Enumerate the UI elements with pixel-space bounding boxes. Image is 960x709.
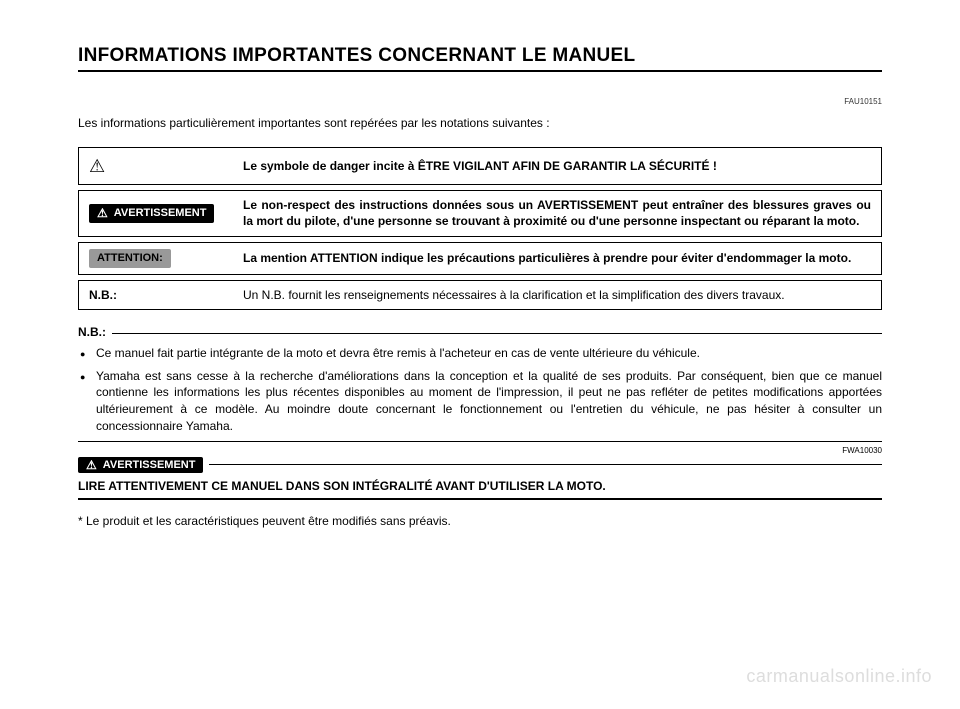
watermark: carmanualsonline.info xyxy=(746,666,932,687)
nb-heading-rule xyxy=(112,333,882,334)
nb-heading: N.B.: xyxy=(78,325,106,339)
code-top: FAU10151 xyxy=(78,97,882,106)
warn-badge-icon: ⚠ xyxy=(86,459,97,471)
nb-section: N.B.: Ce manuel fait partie intégrante d… xyxy=(78,325,882,442)
warn-badge: ⚠ AVERTISSEMENT xyxy=(78,457,203,473)
warning-badge: ⚠ AVERTISSEMENT xyxy=(89,204,214,223)
table-row-danger: ⚠ Le symbole de danger incite à ÊTRE VIG… xyxy=(78,147,882,185)
nb-text: Un N.B. fournit les renseignements néces… xyxy=(233,280,882,310)
warning-text: Le non-respect des instructions données … xyxy=(233,190,882,236)
attention-badge-label: ATTENTION: xyxy=(97,251,163,266)
warning-badge-label: AVERTISSEMENT xyxy=(114,206,207,221)
nb-label: N.B.: xyxy=(89,288,117,302)
danger-label-cell: ⚠ xyxy=(78,147,233,185)
nb-label-cell: N.B.: xyxy=(78,280,233,310)
attention-badge: ATTENTION: xyxy=(89,249,171,268)
warning-badge-icon: ⚠ xyxy=(97,207,108,219)
list-item: Yamaha est sans cesse à la recherche d'a… xyxy=(96,368,882,435)
nb-list: Ce manuel fait partie intégrante de la m… xyxy=(78,345,882,435)
nb-heading-line: N.B.: xyxy=(78,325,882,339)
table-row-attention: ATTENTION: La mention ATTENTION indique … xyxy=(78,242,882,275)
attention-label-cell: ATTENTION: xyxy=(78,242,233,275)
notice-table: ⚠ Le symbole de danger incite à ÊTRE VIG… xyxy=(78,142,882,315)
warn-text: LIRE ATTENTIVEMENT CE MANUEL DANS SON IN… xyxy=(78,479,882,500)
warn-heading-rule xyxy=(209,464,882,465)
table-row-warning: ⚠ AVERTISSEMENT Le non-respect des instr… xyxy=(78,190,882,236)
warning-label-cell: ⚠ AVERTISSEMENT xyxy=(78,190,233,236)
table-row-nb: N.B.: Un N.B. fournit les renseignements… xyxy=(78,280,882,310)
nb-bottom-rule xyxy=(78,441,882,442)
list-item: Ce manuel fait partie intégrante de la m… xyxy=(96,345,882,362)
intro-text: Les informations particulièrement import… xyxy=(78,116,882,130)
page-title: INFORMATIONS IMPORTANTES CONCERNANT LE M… xyxy=(78,45,882,72)
warn-badge-label: AVERTISSEMENT xyxy=(103,459,196,471)
danger-icon: ⚠ xyxy=(89,154,105,178)
danger-text: Le symbole de danger incite à ÊTRE VIGIL… xyxy=(233,147,882,185)
attention-text: La mention ATTENTION indique les précaut… xyxy=(233,242,882,275)
code-bottom: FWA10030 xyxy=(78,446,882,455)
warn-heading-row: ⚠ AVERTISSEMENT xyxy=(78,457,882,473)
footnote: * Le produit et les caractéristiques peu… xyxy=(78,514,882,528)
